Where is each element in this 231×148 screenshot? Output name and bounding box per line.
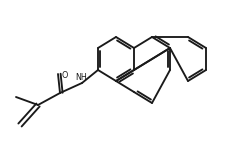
Text: NH: NH	[75, 73, 87, 82]
Text: O: O	[62, 70, 68, 79]
